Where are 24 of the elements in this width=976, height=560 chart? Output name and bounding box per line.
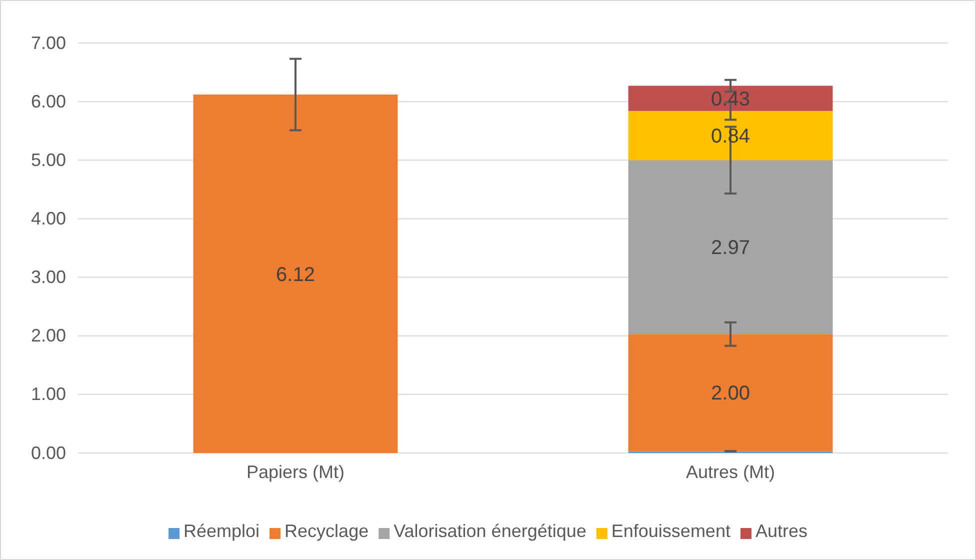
bar [628,334,833,452]
bar [628,86,833,111]
y-tick-label: 1.00 [30,384,66,404]
y-tick-label: 7.00 [30,32,66,53]
x-tick-label: Autres (Mt) [686,462,776,482]
legend-label: Recyclage [284,521,369,541]
y-tick-label: 3.00 [30,267,66,288]
data-label: 2.00 [711,382,750,405]
legend-label: Valorisation énergétique [394,521,586,541]
bar [628,110,833,160]
bar [628,160,833,334]
legend-label: Enfouissement [611,521,730,541]
y-tick-label: 4.00 [30,208,66,228]
legend-label: Autres [755,521,808,541]
x-tick-label: Papiers (Mt) [246,462,345,482]
data-label: 6.12 [276,264,315,286]
y-tick-label: 6.00 [30,91,66,112]
y-tick-label: 0.00 [30,442,66,463]
bar [193,94,398,453]
y-tick-label: 5.00 [30,150,66,170]
y-tick-label: 2.00 [30,326,66,346]
data-label: 2.97 [711,237,750,260]
data-label: 0.43 [711,88,750,110]
legend-label: Réemploi [184,521,260,541]
